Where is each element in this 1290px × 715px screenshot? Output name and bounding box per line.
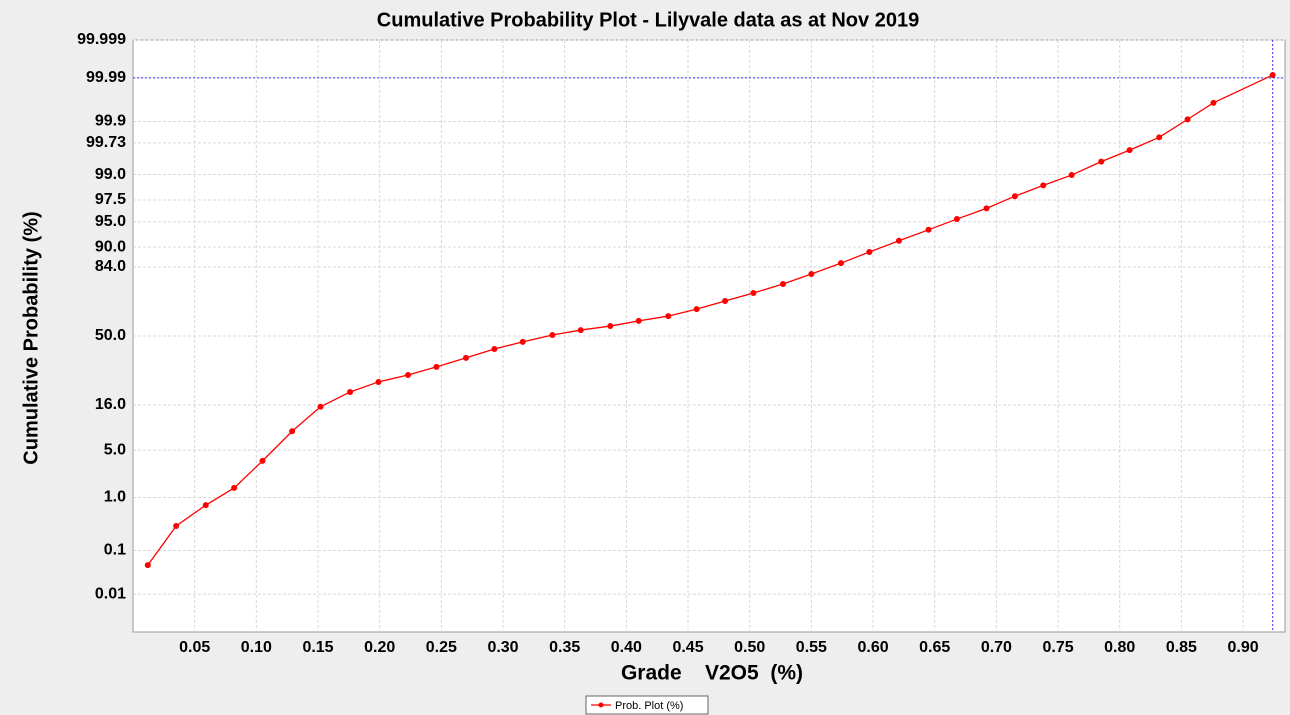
y-tick-label: 99.0: [95, 166, 126, 183]
point: [202, 502, 209, 509]
point: [607, 323, 614, 330]
point: [635, 317, 642, 324]
point: [1210, 99, 1217, 106]
point: [1040, 182, 1047, 189]
point: [925, 226, 932, 233]
point: [347, 388, 354, 395]
legend-label: Prob. Plot (%): [615, 700, 683, 712]
point: [289, 428, 296, 435]
x-tick-label: 0.40: [611, 639, 642, 656]
x-tick-label: 0.25: [426, 639, 457, 656]
x-tick-label: 0.90: [1227, 639, 1258, 656]
chart-title: Cumulative Probability Plot - Lilyvale d…: [377, 9, 919, 31]
legend-marker: [598, 702, 604, 708]
x-tick-label: 0.65: [919, 639, 950, 656]
point: [1269, 72, 1276, 79]
point: [1068, 172, 1075, 179]
x-tick-label: 0.35: [549, 639, 580, 656]
x-tick-label: 0.05: [179, 639, 210, 656]
y-tick-label: 16.0: [95, 396, 126, 413]
point: [750, 290, 757, 297]
point: [1011, 193, 1018, 200]
x-axis-label: Grade V2O5 (%): [621, 662, 803, 685]
point: [433, 363, 440, 370]
y-tick-label: 84.0: [95, 258, 126, 275]
point: [173, 522, 180, 529]
point: [519, 338, 526, 345]
y-tick-label: 95.0: [95, 213, 126, 230]
point: [375, 378, 382, 385]
point: [808, 271, 815, 278]
y-tick-label: 5.0: [104, 441, 126, 458]
legend: [585, 695, 709, 715]
y-tick-label: 99.73: [86, 134, 126, 151]
y-tick-label: 0.1: [104, 542, 126, 559]
point: [317, 403, 324, 410]
y-tick-label: 99.99: [86, 69, 126, 86]
point: [953, 216, 960, 223]
point: [722, 297, 729, 304]
point: [144, 562, 151, 569]
point: [463, 354, 470, 361]
point: [1184, 116, 1191, 123]
x-tick-label: 0.20: [364, 639, 395, 656]
y-tick-label: 90.0: [95, 238, 126, 255]
x-tick-label: 0.45: [672, 639, 703, 656]
point: [1098, 158, 1105, 165]
point: [1156, 134, 1163, 141]
y-tick-label: 50.0: [95, 327, 126, 344]
y-axis-label: Cumulative Probability (%): [20, 211, 42, 464]
x-tick-label: 0.70: [981, 639, 1012, 656]
point: [231, 484, 238, 491]
point: [780, 281, 787, 288]
x-tick-label: 0.75: [1042, 639, 1073, 656]
point: [577, 327, 584, 334]
point: [665, 313, 672, 320]
y-tick-label: 97.5: [95, 191, 126, 208]
point: [1126, 147, 1133, 154]
x-tick-label: 0.10: [241, 639, 272, 656]
point: [259, 457, 266, 464]
y-tick-label: 1.0: [104, 489, 126, 506]
x-tick-label: 0.60: [857, 639, 888, 656]
point: [983, 205, 990, 212]
point: [895, 237, 902, 244]
x-tick-label: 0.55: [796, 639, 827, 656]
point: [837, 260, 844, 267]
y-tick-label: 0.01: [95, 585, 126, 602]
point: [693, 306, 700, 313]
x-tick-label: 0.50: [734, 639, 765, 656]
x-tick-label: 0.80: [1104, 639, 1135, 656]
point: [491, 345, 498, 352]
y-tick-label: 99.9: [95, 113, 126, 130]
point: [549, 331, 556, 338]
point: [405, 372, 412, 379]
y-tick-label: 99.999: [77, 31, 126, 48]
point: [866, 248, 873, 255]
x-tick-label: 0.15: [302, 639, 333, 656]
x-tick-label: 0.85: [1166, 639, 1197, 656]
x-tick-label: 0.30: [487, 639, 518, 656]
